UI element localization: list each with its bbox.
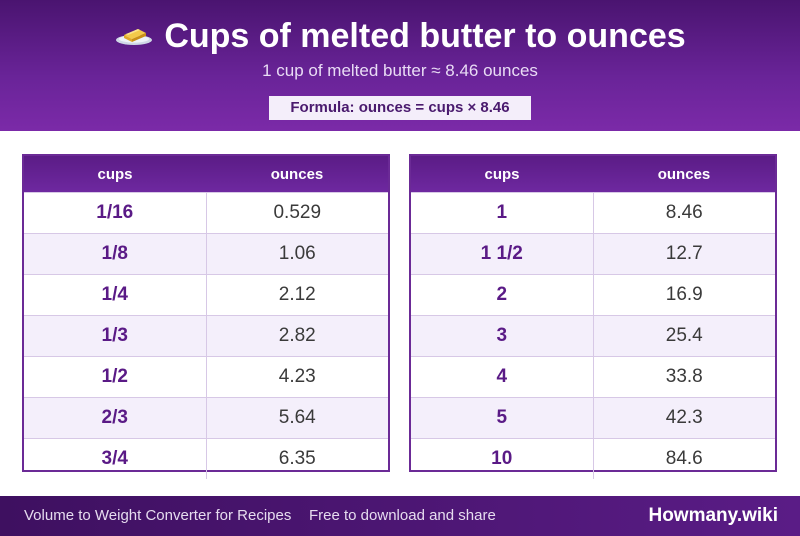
table-row: 1/3 2.82 [24, 315, 388, 357]
table-header-row: cups ounces [411, 156, 775, 193]
header-banner: Cups of melted butter to ounces 1 cup of… [0, 0, 800, 131]
table-row: 2 16.9 [411, 274, 775, 316]
cups-cell: 3 [411, 315, 594, 357]
column-header-cups: cups [411, 156, 593, 193]
brand-logo-text: Howmany.wiki [648, 505, 778, 526]
ounces-cell: 33.8 [593, 356, 775, 398]
ounces-cell: 2.12 [206, 274, 388, 316]
cups-cell: 3/4 [24, 438, 207, 479]
cups-cell: 1/2 [24, 356, 207, 398]
column-header-ounces: ounces [206, 156, 388, 193]
page-subtitle: 1 cup of melted butter ≈ 8.46 ounces [262, 61, 538, 80]
ounces-cell: 6.35 [206, 438, 388, 479]
table-row: 1 8.46 [411, 192, 775, 234]
table-row: 1/4 2.12 [24, 274, 388, 316]
ounces-cell: 8.46 [593, 192, 775, 234]
cups-cell: 2 [411, 274, 594, 316]
table-row: 2/3 5.64 [24, 397, 388, 439]
table-row: 5 42.3 [411, 397, 775, 439]
conversion-table-left: cups ounces 1/16 0.529 1/8 1.06 1/4 2.12… [22, 154, 390, 479]
table-row: 4 33.8 [411, 356, 775, 398]
cups-cell: 4 [411, 356, 594, 398]
table-row: 1 1/2 12.7 [411, 233, 775, 275]
formula-badge: Formula: ounces = cups × 8.46 [269, 96, 531, 120]
table-row: 10 84.6 [411, 438, 775, 479]
cups-cell: 1/8 [24, 233, 207, 275]
ounces-cell: 42.3 [593, 397, 775, 439]
column-header-cups: cups [24, 156, 206, 193]
ounces-cell: 0.529 [206, 192, 388, 234]
cups-cell: 10 [411, 438, 594, 479]
cups-cell: 1/3 [24, 315, 207, 357]
cups-cell: 1 1/2 [411, 233, 594, 275]
column-header-ounces: ounces [593, 156, 775, 193]
table-row: 1/8 1.06 [24, 233, 388, 275]
ounces-cell: 16.9 [593, 274, 775, 316]
butter-icon [114, 14, 154, 58]
cups-cell: 1 [411, 192, 594, 234]
footer-share-text: Free to download and share [309, 507, 496, 524]
ounces-cell: 4.23 [206, 356, 388, 398]
footer-converter-text: Volume to Weight Converter for Recipes [24, 507, 292, 524]
table-row: 3 25.4 [411, 315, 775, 357]
ounces-cell: 25.4 [593, 315, 775, 357]
ounces-cell: 12.7 [593, 233, 775, 275]
table-row: 1/2 4.23 [24, 356, 388, 398]
cups-cell: 2/3 [24, 397, 207, 439]
table-header-row: cups ounces [24, 156, 388, 193]
ounces-cell: 2.82 [206, 315, 388, 357]
cups-cell: 1/4 [24, 274, 207, 316]
footer-bar: Volume to Weight Converter for Recipes F… [0, 496, 800, 536]
table-row: 1/16 0.529 [24, 192, 388, 234]
ounces-cell: 84.6 [593, 438, 775, 479]
title-row: Cups of melted butter to ounces [0, 12, 800, 58]
table-row: 3/4 6.35 [24, 438, 388, 479]
cups-cell: 5 [411, 397, 594, 439]
page-title: Cups of melted butter to ounces [164, 17, 686, 56]
conversion-table-right: cups ounces 1 8.46 1 1/2 12.7 2 16.9 3 2… [409, 154, 777, 479]
cups-cell: 1/16 [24, 192, 207, 234]
ounces-cell: 1.06 [206, 233, 388, 275]
ounces-cell: 5.64 [206, 397, 388, 439]
